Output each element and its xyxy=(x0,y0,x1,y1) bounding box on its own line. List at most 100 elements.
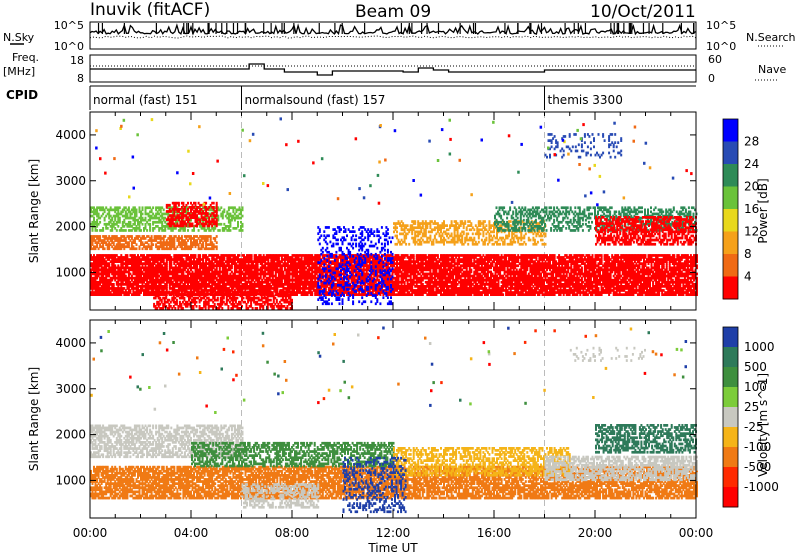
range-gate-cell xyxy=(255,274,258,278)
range-gate-cell xyxy=(274,272,277,276)
range-gate-cell xyxy=(176,270,179,274)
range-gate-cell xyxy=(129,266,132,270)
range-gate-cell xyxy=(409,283,412,286)
range-gate-cell xyxy=(344,287,347,290)
range-gate-cell xyxy=(208,264,211,268)
range-gate-cell xyxy=(259,262,262,265)
range-gate-cell xyxy=(146,270,149,274)
range-gate-cell xyxy=(112,285,115,288)
range-gate-cell xyxy=(238,268,241,272)
range-gate-cell xyxy=(223,266,226,270)
range-gate-cell xyxy=(382,254,385,257)
range-gate-cell xyxy=(130,264,133,268)
range-gate-cell xyxy=(346,291,348,294)
range-gate-cell xyxy=(415,285,418,288)
range-gate-cell xyxy=(112,291,115,294)
range-gate-cell xyxy=(291,274,294,278)
range-gate-cell xyxy=(141,258,144,261)
range-gate-cell xyxy=(106,285,109,288)
range-gate-cell xyxy=(268,264,271,268)
range-gate-cell xyxy=(111,258,114,261)
range-gate-cell xyxy=(256,285,259,288)
range-gate-cell xyxy=(361,276,364,280)
range-gate-cell xyxy=(346,254,348,257)
range-gate-cell xyxy=(250,289,253,292)
range-gate-cell xyxy=(314,293,317,296)
range-gate-cell xyxy=(258,285,261,288)
range-gate-cell xyxy=(133,270,136,274)
range-gate-cell xyxy=(408,256,411,259)
range-gate-cell xyxy=(129,272,132,276)
range-gate-cell xyxy=(350,278,353,282)
range-gate-cell xyxy=(311,258,314,261)
range-gate-cell xyxy=(385,278,388,282)
range-gate-cell xyxy=(300,254,303,257)
range-gate-cell xyxy=(165,264,168,268)
range-gate-cell xyxy=(94,258,97,261)
range-gate-cell xyxy=(185,270,188,274)
range-gate-cell xyxy=(191,274,194,278)
range-gate-cell xyxy=(202,283,205,286)
range-gate-cell xyxy=(132,291,135,294)
range-gate-cell xyxy=(220,264,223,268)
range-gate-cell xyxy=(168,260,171,263)
range-gate-cell xyxy=(350,287,353,290)
range-gate-cell xyxy=(368,287,371,290)
range-gate-cell xyxy=(108,266,111,270)
frequency-panel: Freq. [MHz] Nave 18 8 60 0 xyxy=(3,51,786,85)
range-gate-cell xyxy=(393,260,395,263)
range-gate-cell xyxy=(250,285,253,288)
range-gate-cell xyxy=(250,262,253,265)
range-gate-cell xyxy=(177,285,180,288)
range-gate-cell xyxy=(350,262,353,265)
range-gate-cell xyxy=(256,280,259,284)
range-gate-cell xyxy=(144,270,147,274)
range-gate-cell xyxy=(237,280,239,284)
range-gate-cell xyxy=(124,270,127,274)
range-gate-cell xyxy=(108,280,111,284)
range-gate-cell xyxy=(258,287,261,290)
range-gate-cell xyxy=(202,285,205,288)
range-gate-cell xyxy=(221,274,224,278)
range-gate-cell xyxy=(408,262,411,265)
range-gate-cell xyxy=(326,270,329,274)
range-gate-cell xyxy=(100,256,103,259)
range-gate-cell xyxy=(244,287,247,290)
range-gate-cell xyxy=(362,258,365,261)
range-gate-cell xyxy=(277,272,280,276)
range-gate-cell xyxy=(215,254,218,257)
range-gate-cell xyxy=(293,258,295,261)
range-gate-cell xyxy=(283,260,286,263)
range-gate-cell xyxy=(240,262,242,265)
range-gate-cell xyxy=(190,280,192,284)
range-gate-cell xyxy=(411,278,414,282)
range-gate-cell xyxy=(121,272,124,276)
range-gate-cell xyxy=(243,260,245,263)
range-gate-cell xyxy=(396,283,398,286)
range-gate-cell xyxy=(276,270,279,274)
range-gate-cell xyxy=(103,266,106,270)
range-gate-cell xyxy=(376,266,379,270)
range-gate-cell xyxy=(150,280,153,284)
range-gate-cell xyxy=(294,287,297,290)
range-gate-cell xyxy=(150,266,153,270)
range-gate-cell xyxy=(308,262,311,265)
range-gate-cell xyxy=(408,268,411,272)
range-gate-cell xyxy=(338,270,341,274)
range-gate-cell xyxy=(152,268,155,272)
range-gate-cell xyxy=(230,264,233,268)
range-gate-cell xyxy=(365,258,368,261)
range-gate-cell xyxy=(180,291,183,294)
range-gate-cell xyxy=(333,268,336,272)
range-gate-cell xyxy=(158,266,161,270)
range-gate-cell xyxy=(397,278,400,282)
range-gate-cell xyxy=(338,276,341,280)
range-gate-cell xyxy=(205,262,208,265)
range-gate-cell xyxy=(323,274,326,278)
range-gate-cell xyxy=(132,258,135,261)
range-gate-cell xyxy=(382,276,385,280)
range-gate-cell xyxy=(352,291,355,294)
range-gate-cell xyxy=(403,272,406,276)
range-gate-cell xyxy=(309,272,312,276)
range-gate-cell xyxy=(365,274,368,278)
